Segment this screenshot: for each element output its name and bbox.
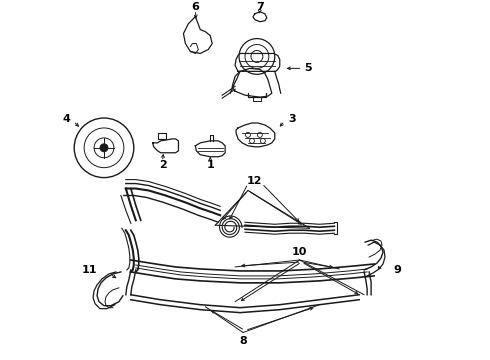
Text: 5: 5 [304,63,311,73]
Circle shape [100,144,108,152]
Text: 2: 2 [159,160,167,170]
Text: 8: 8 [239,337,247,346]
Text: 3: 3 [288,114,295,124]
Text: 11: 11 [81,265,97,275]
Text: 7: 7 [256,2,264,12]
Text: 12: 12 [247,176,263,185]
Text: 4: 4 [62,114,70,124]
Text: 6: 6 [192,2,199,12]
Text: 10: 10 [292,247,307,257]
Text: 1: 1 [206,160,214,170]
Text: 9: 9 [393,265,401,275]
